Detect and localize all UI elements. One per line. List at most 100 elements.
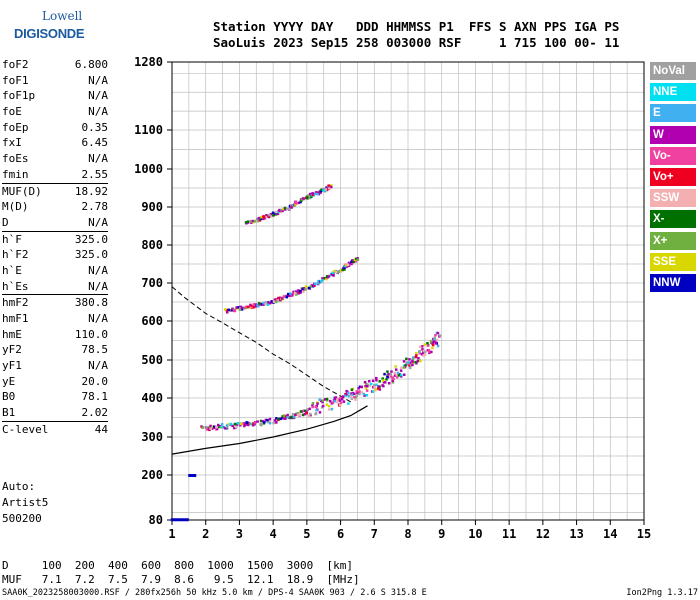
echo-point — [239, 422, 243, 426]
echo-point — [336, 400, 339, 404]
legend-item-ssw: SSW — [650, 189, 696, 208]
echo-point — [247, 423, 250, 427]
legend-item-nnw: NNW — [650, 273, 696, 292]
auto-algorithm: Artist5 — [2, 496, 49, 509]
param-row: D N/A — [2, 215, 108, 231]
echo-point — [322, 189, 325, 192]
echo-point — [281, 207, 285, 211]
echo-point — [257, 218, 260, 221]
echo-point — [291, 413, 295, 416]
echo-point — [233, 309, 237, 312]
echo-point — [354, 260, 358, 263]
echo-point — [284, 208, 287, 211]
station-header: Station YYYY DAY DDD HHMMSS P1 FFS S AXN… — [213, 19, 619, 50]
echo-point — [387, 382, 391, 385]
echo-point — [311, 405, 314, 409]
echo-point — [250, 221, 253, 224]
echo-point — [303, 409, 307, 413]
legend-item-w: W — [650, 125, 696, 144]
legend-item-sse: SSE — [650, 252, 696, 271]
echo-point — [224, 308, 227, 311]
echo-point — [319, 399, 323, 403]
echo-point — [317, 280, 320, 283]
echo-point — [266, 418, 269, 422]
param-value: N/A — [88, 105, 108, 119]
param-row: MUF(D) 18.92 — [2, 184, 108, 200]
echo-point — [279, 417, 283, 421]
echo-point — [377, 385, 380, 388]
echo-point — [385, 378, 388, 381]
echo-point — [260, 303, 264, 306]
echo-point — [235, 423, 239, 426]
echo-point — [343, 264, 346, 268]
echo-point — [231, 307, 234, 311]
echo-point — [315, 409, 318, 412]
echo-point — [285, 207, 289, 211]
echo-point — [382, 384, 385, 388]
y-tick-label: 600 — [141, 314, 163, 328]
echo-point — [321, 277, 324, 280]
echo-point — [293, 291, 297, 295]
echo-point — [225, 426, 229, 429]
x-tick-label: 13 — [569, 527, 583, 541]
echo-point — [333, 269, 336, 273]
echo-point — [407, 361, 410, 364]
echo-point — [337, 398, 340, 401]
echo-point — [292, 290, 295, 294]
echo-point — [350, 397, 354, 400]
echo-point — [375, 379, 378, 382]
echo-point — [363, 394, 366, 397]
echo-point — [315, 191, 319, 194]
echo-point — [170, 518, 189, 522]
echo-point — [306, 408, 309, 411]
legend-item-x-: X- — [650, 210, 696, 229]
x-tick-label: 5 — [303, 527, 310, 541]
echo-point — [339, 401, 343, 404]
param-row: B1 2.02 — [2, 405, 108, 421]
echo-point — [287, 292, 290, 296]
echo-point — [240, 306, 244, 310]
echo-point — [419, 359, 422, 363]
echo-point — [347, 394, 351, 398]
echo-point — [274, 213, 278, 216]
echo-point — [245, 305, 248, 308]
echo-point — [211, 425, 215, 428]
echo-point — [302, 409, 305, 412]
echo-point — [234, 425, 238, 429]
legend-item-nne: NNE — [650, 83, 696, 102]
param-value: 325.0 — [74, 232, 108, 246]
x-tick-label: 6 — [337, 527, 344, 541]
echo-point — [438, 334, 442, 337]
echo-point — [434, 334, 437, 337]
echo-point — [220, 423, 224, 426]
echo-point — [281, 297, 284, 300]
echo-point — [227, 308, 230, 312]
echo-point — [252, 303, 256, 306]
x-tick-label: 12 — [536, 527, 550, 541]
echo-point — [256, 420, 259, 423]
logo-digisonde: DIGISONDE — [14, 26, 85, 41]
echo-point — [314, 405, 317, 409]
param-label: foEs — [2, 152, 29, 166]
echo-point — [430, 350, 433, 354]
echo-point — [265, 301, 268, 304]
x-tick-label: 8 — [404, 527, 411, 541]
echo-point — [270, 215, 273, 218]
echo-point — [294, 413, 297, 417]
echo-point — [308, 407, 311, 411]
echo-point — [391, 379, 394, 382]
x-tick-label: 1 — [168, 527, 175, 541]
echo-point — [239, 424, 242, 427]
echo-point — [360, 385, 363, 389]
param-row: foE N/A — [2, 104, 108, 120]
echo-point — [381, 377, 384, 380]
echo-point — [416, 359, 420, 363]
echo-point — [384, 381, 387, 384]
param-label: M(D) — [2, 200, 29, 214]
param-label: yF2 — [2, 343, 22, 357]
echo-point — [418, 351, 421, 355]
echo-point — [334, 396, 338, 399]
echo-point — [396, 371, 400, 375]
echo-point — [249, 220, 252, 223]
echo-point — [310, 195, 313, 199]
